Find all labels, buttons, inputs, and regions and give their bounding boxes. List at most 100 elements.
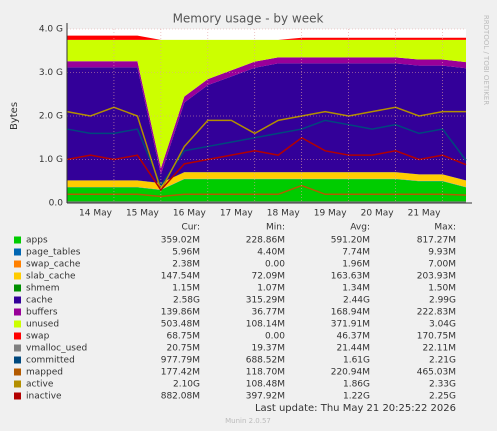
stat-value: 1.61G xyxy=(343,356,370,366)
legend-swatch xyxy=(14,308,21,316)
legend-swatch xyxy=(14,296,21,304)
legend-label: inactive xyxy=(26,392,62,402)
stat-value: 68.75M xyxy=(166,332,200,342)
stat-value: 4.40M xyxy=(257,248,285,258)
stat-value: 7.74M xyxy=(342,248,370,258)
stats-header: Cur: xyxy=(181,223,200,233)
stat-value: 22.11M xyxy=(422,344,456,354)
stat-value: 2.99G xyxy=(429,296,456,306)
legend-swatch xyxy=(14,320,21,328)
stat-value: 220.94M xyxy=(331,368,370,378)
stat-value: 2.44G xyxy=(343,296,370,306)
legend-label: buffers xyxy=(26,308,58,318)
y-tick-label: 2.0 G xyxy=(39,112,63,122)
legend-label: swap xyxy=(26,332,50,342)
stat-value: 203.93M xyxy=(417,272,456,282)
legend-swatch xyxy=(14,284,21,292)
area xyxy=(67,35,466,40)
legend-swatch xyxy=(14,236,21,244)
stat-value: 2.21G xyxy=(429,356,456,366)
stat-value: 1.07M xyxy=(257,284,285,294)
stats-header: Min: xyxy=(266,223,285,233)
stat-value: 817.27M xyxy=(417,236,456,246)
stat-value: 19.37M xyxy=(251,344,285,354)
legend-swatch xyxy=(14,344,21,352)
legend-swatch xyxy=(14,392,21,400)
stat-value: 1.50M xyxy=(428,284,456,294)
area xyxy=(67,39,466,169)
legend-label: mapped xyxy=(26,368,63,378)
stat-value: 3.04G xyxy=(429,320,456,330)
stat-value: 36.77M xyxy=(251,308,285,318)
stat-value: 465.03M xyxy=(417,368,456,378)
y-tick-label: 4.0 G xyxy=(39,25,63,35)
stat-value: 1.15M xyxy=(172,284,200,294)
stat-value: 2.10G xyxy=(173,380,200,390)
legend-label: unused xyxy=(26,320,59,330)
y-tick-label: 3.0 G xyxy=(39,68,63,78)
stat-value: 1.86G xyxy=(343,380,370,390)
stat-value: 20.75M xyxy=(166,344,200,354)
legend-swatch xyxy=(14,248,21,256)
stat-value: 591.20M xyxy=(331,236,370,246)
legend-label: swap_cache xyxy=(26,260,81,270)
legend-swatch xyxy=(14,356,21,364)
x-tick-label: 18 May xyxy=(267,209,301,219)
stat-value: 108.48M xyxy=(246,380,285,390)
legend-label: cache xyxy=(26,296,53,306)
stats-header: Max: xyxy=(434,223,456,233)
stat-value: 2.33G xyxy=(429,380,456,390)
last-update: Last update: Thu May 21 20:25:22 2026 xyxy=(255,403,456,414)
y-axis-label: Bytes xyxy=(9,102,20,130)
stat-value: 21.44M xyxy=(336,344,370,354)
legend-swatch xyxy=(14,368,21,376)
x-tick-label: 15 May xyxy=(126,209,160,219)
stat-value: 147.54M xyxy=(161,272,200,282)
stat-value: 359.02M xyxy=(161,236,200,246)
stat-value: 139.86M xyxy=(161,308,200,318)
legend-label: apps xyxy=(26,236,48,246)
stat-value: 2.25G xyxy=(429,392,456,402)
area xyxy=(67,178,466,190)
y-tick-label: 1.0 G xyxy=(39,155,63,165)
stat-value: 688.52M xyxy=(246,356,285,366)
stat-value: 5.96M xyxy=(172,248,200,258)
stat-value: 177.42M xyxy=(161,368,200,378)
legend-label: vmalloc_used xyxy=(26,344,87,354)
legend-swatch xyxy=(14,260,21,268)
area xyxy=(67,63,466,184)
x-tick-label: 16 May xyxy=(173,209,207,219)
area xyxy=(67,172,466,190)
area xyxy=(67,178,466,190)
stat-value: 108.14M xyxy=(246,320,285,330)
stat-value: 46.37M xyxy=(336,332,370,342)
chart-title: Memory usage - by week xyxy=(173,12,324,26)
stat-value: 371.91M xyxy=(331,320,370,330)
x-tick-label: 21 May xyxy=(408,209,442,219)
stat-value: 1.34M xyxy=(342,284,370,294)
x-tick-label: 20 May xyxy=(361,209,395,219)
legend-swatch xyxy=(14,380,21,388)
legend-label: slab_cache xyxy=(26,272,76,282)
x-tick-label: 14 May xyxy=(79,209,113,219)
stat-value: 1.96M xyxy=(342,260,370,270)
x-tick-label: 19 May xyxy=(314,209,348,219)
stat-value: 977.79M xyxy=(161,356,200,366)
stat-value: 882.08M xyxy=(161,392,200,402)
stat-value: 9.93M xyxy=(428,248,456,258)
area xyxy=(67,179,466,203)
stat-value: 72.09M xyxy=(251,272,285,282)
line xyxy=(66,119,467,188)
legend-label: committed xyxy=(26,356,75,366)
footer: Munin 2.0.57 xyxy=(225,417,271,425)
stat-value: 118.70M xyxy=(246,368,285,378)
line xyxy=(67,184,467,198)
stat-value: 503.48M xyxy=(161,320,200,330)
stat-value: 0.00 xyxy=(265,260,285,270)
stat-value: 168.94M xyxy=(331,308,370,318)
line xyxy=(66,136,467,192)
side-text: RRDTOOL / TOBI OETIKER xyxy=(482,15,490,105)
stat-value: 163.63M xyxy=(331,272,370,282)
